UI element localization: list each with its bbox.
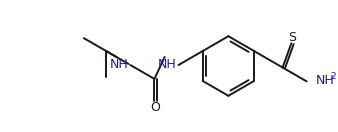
Text: NH: NH xyxy=(110,58,128,70)
Text: O: O xyxy=(150,101,160,114)
Text: 2: 2 xyxy=(331,72,336,81)
Text: NH: NH xyxy=(158,58,176,70)
Text: NH: NH xyxy=(316,74,334,87)
Text: S: S xyxy=(288,31,296,44)
